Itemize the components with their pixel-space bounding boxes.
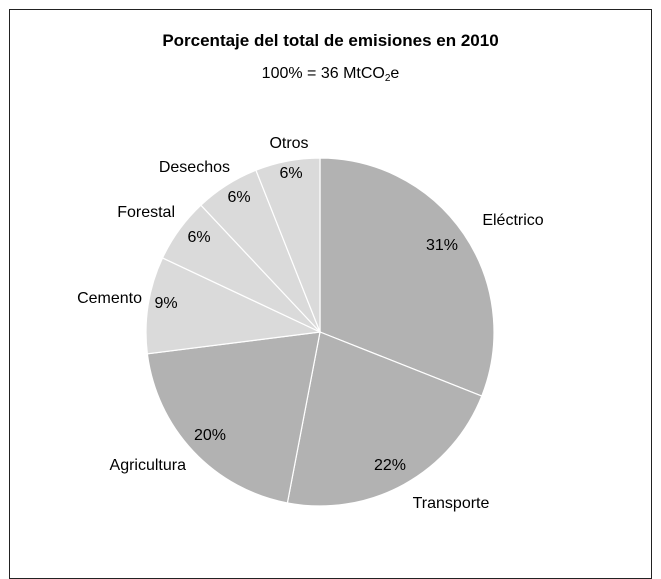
chart-title: Porcentaje del total de emisiones en 201…: [162, 31, 499, 50]
pie-slice-electrico: [319, 157, 495, 397]
pct-label-forestal: 6%: [187, 229, 210, 246]
category-label-cemento: Cemento: [77, 290, 142, 307]
category-label-desechos: Desechos: [159, 159, 230, 176]
pie-slice-agricultura: [146, 331, 321, 504]
pct-label-cemento: 9%: [154, 295, 177, 312]
category-label-electrico: Eléctrico: [482, 212, 543, 229]
category-label-forestal: Forestal: [117, 204, 175, 221]
pct-label-agricultura: 20%: [194, 427, 226, 444]
category-label-transporte: Transporte: [413, 495, 490, 512]
pct-label-desechos: 6%: [227, 189, 250, 206]
pct-label-electrico: 31%: [426, 237, 458, 254]
subtitle-suffix: e: [390, 65, 400, 82]
subtitle-subscript: 2: [384, 73, 391, 84]
subtitle-prefix: 100% = 36 MtCO: [261, 65, 385, 82]
pie-slice-transporte: [286, 331, 483, 507]
pct-label-otros: 6%: [279, 165, 302, 182]
chart-subtitle: 100% = 36 MtCO2e: [0, 65, 661, 84]
pie-slice-otros: [255, 157, 321, 333]
pct-label-transporte: 22%: [374, 457, 406, 474]
pie-slice-cemento: [145, 257, 323, 355]
category-label-agricultura: Agricultura: [110, 457, 187, 474]
category-label-otros: Otros: [269, 135, 308, 152]
